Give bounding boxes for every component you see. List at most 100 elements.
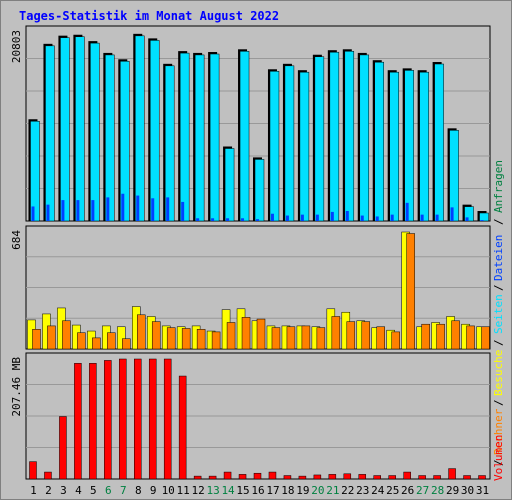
- bar-dateien: [465, 217, 469, 221]
- bar-volumen: [358, 474, 367, 480]
- bar-dateien: [315, 214, 319, 221]
- bar-volumen: [178, 375, 187, 480]
- bar-anfragen: [90, 42, 100, 222]
- bar-rechner: [316, 327, 326, 350]
- bar-rechner: [181, 328, 191, 350]
- bar-dateien: [46, 204, 50, 221]
- legend-sep-4: /: [492, 399, 505, 406]
- bar-dateien: [330, 211, 334, 221]
- x-tick-label: 9: [150, 484, 157, 497]
- bar-rechner: [436, 323, 445, 350]
- bar-rechner: [211, 331, 221, 350]
- x-tick-label: 31: [476, 484, 489, 497]
- bar-anfragen: [329, 51, 340, 222]
- bar-volumen: [89, 363, 97, 480]
- x-tick-label: 20: [311, 484, 324, 497]
- y-max-label: 207.46 MB: [10, 357, 23, 417]
- bar-rechner: [137, 314, 146, 350]
- bar-anfragen: [419, 71, 429, 222]
- bar-anfragen: [30, 120, 40, 222]
- x-tick-label: 23: [356, 484, 369, 497]
- x-tick-label: 27: [416, 484, 429, 497]
- x-tick-label: 8: [135, 484, 142, 497]
- bar-anfragen: [359, 54, 370, 222]
- bar-volumen: [104, 360, 112, 480]
- bar-anfragen: [209, 53, 220, 222]
- y-max-label: 684: [10, 230, 23, 250]
- bar-dateien: [435, 214, 439, 221]
- bar-rechner: [256, 318, 266, 350]
- x-tick-label: 24: [371, 484, 385, 497]
- legend-seiten: Seiten: [492, 294, 505, 334]
- bar-rechner: [451, 320, 460, 350]
- bar-volumen: [238, 474, 247, 480]
- side-legend: Anfragen / Dateien / Seiten / Besuche / …: [491, 141, 509, 481]
- bar-dateien: [360, 215, 364, 221]
- x-tick-label: 2: [45, 484, 52, 497]
- bar-anfragen: [149, 40, 160, 222]
- x-tick-label: 11: [177, 484, 190, 497]
- x-tick-label: 29: [446, 484, 459, 497]
- x-tick-label: 22: [341, 484, 354, 497]
- bar-anfragen: [45, 45, 55, 222]
- bar-dateien: [61, 200, 65, 221]
- x-tick-label: 25: [386, 484, 399, 497]
- x-tick-label: 4: [75, 484, 82, 497]
- legend-sep-2: /: [492, 284, 505, 291]
- legend-volumen: Volumen: [492, 434, 505, 481]
- bar-volumen: [298, 475, 307, 480]
- x-tick-label: 21: [326, 484, 339, 497]
- bar-dateien: [420, 214, 424, 221]
- bar-dateien: [300, 214, 304, 221]
- legend-anfragen-wrap: Anfragen: [492, 160, 505, 213]
- bar-dateien: [31, 206, 35, 221]
- bar-rechner: [47, 325, 56, 350]
- bar-anfragen: [179, 52, 190, 222]
- bar-volumen: [328, 474, 337, 480]
- x-tick-label: 28: [431, 484, 444, 497]
- bar-besuche: [117, 326, 126, 350]
- bar-anfragen: [239, 51, 250, 222]
- bar-anfragen: [75, 36, 85, 222]
- x-tick-label: 16: [251, 484, 264, 497]
- bar-dateien: [181, 201, 185, 221]
- bar-dateien: [480, 220, 484, 221]
- legend-besuche-wrap: Besuche: [492, 350, 505, 396]
- legend-volumen-wrap: Volumen: [492, 435, 505, 481]
- bar-anfragen: [194, 54, 205, 222]
- bar-rechner: [166, 327, 176, 350]
- bar-volumen: [283, 475, 292, 480]
- bar-volumen: [148, 358, 157, 480]
- bar-anfragen: [299, 71, 310, 222]
- bar-anfragen: [389, 71, 399, 222]
- y-max-label: 20803: [10, 30, 23, 63]
- bar-rechner: [481, 326, 490, 350]
- bar-volumen: [134, 358, 142, 480]
- x-tick-label: 14: [221, 484, 235, 497]
- bar-rechner: [226, 322, 236, 350]
- bar-volumen: [418, 475, 426, 480]
- bar-rechner: [151, 321, 161, 350]
- bar-anfragen: [60, 37, 70, 222]
- bar-dateien: [166, 197, 170, 221]
- bar-rechner: [376, 326, 385, 350]
- bar-dateien: [106, 197, 110, 221]
- bar-dateien: [226, 218, 230, 221]
- bar-anfragen: [135, 35, 145, 222]
- x-tick-label: 12: [192, 484, 205, 497]
- legend-dateien-wrap: Dateien: [492, 235, 505, 281]
- bar-anfragen: [164, 65, 175, 222]
- bar-dateien: [136, 195, 140, 221]
- bar-anfragen: [344, 51, 355, 222]
- bar-anfragen: [105, 54, 115, 222]
- bar-rechner: [92, 337, 101, 350]
- bar-anfragen: [120, 61, 130, 222]
- bar-volumen: [478, 475, 486, 480]
- x-tick-label: 10: [162, 484, 175, 497]
- bar-dateien: [405, 202, 409, 221]
- legend-besuche: Besuche: [492, 349, 505, 396]
- bar-rechner: [346, 321, 356, 350]
- bar-volumen: [253, 472, 262, 480]
- bar-dateien: [241, 218, 245, 221]
